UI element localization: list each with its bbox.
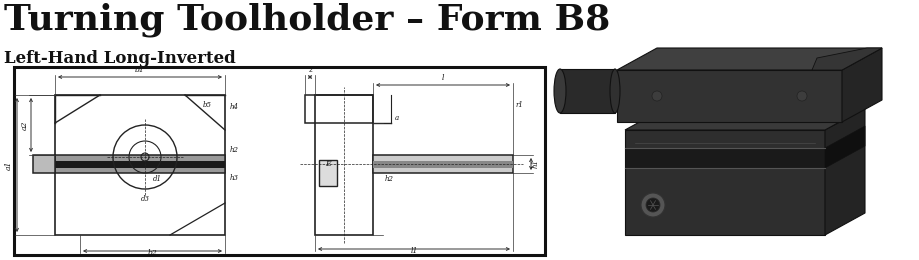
Bar [617,70,842,122]
Bar [560,0,919,260]
Ellipse shape [554,69,566,113]
Text: r1: r1 [515,101,523,109]
Text: l1: l1 [410,247,418,255]
Text: h2: h2 [230,146,239,154]
Text: a: a [395,114,399,122]
Text: Left-Hand Long-Inverted: Left-Hand Long-Inverted [4,50,236,67]
Text: z: z [308,66,312,74]
Polygon shape [617,48,882,70]
Text: a1: a1 [5,160,13,170]
Bar [373,155,513,173]
Text: a2: a2 [21,120,29,130]
Text: d3: d3 [141,195,150,203]
Text: d1: d1 [153,175,162,183]
Text: h1: h1 [532,159,540,168]
Bar [625,148,825,168]
Bar [625,130,825,235]
Polygon shape [825,108,865,235]
Polygon shape [842,48,882,122]
Circle shape [646,198,660,212]
Bar [55,155,225,173]
Text: b5: b5 [202,101,211,109]
Text: h2: h2 [385,175,394,183]
Circle shape [641,193,665,217]
Text: Turning Toolholder – Form B8: Turning Toolholder – Form B8 [4,2,610,36]
Polygon shape [812,48,882,70]
Text: l: l [442,74,444,82]
Circle shape [797,91,807,101]
Text: E: E [325,160,331,168]
Bar [55,95,225,235]
Ellipse shape [610,69,620,113]
Bar [14,67,545,255]
Circle shape [652,91,662,101]
Bar [373,161,513,168]
Bar [305,95,373,123]
Polygon shape [625,108,865,130]
Text: b1: b1 [135,66,145,74]
Bar [33,155,55,173]
Text: b2: b2 [148,249,157,257]
Bar [55,155,225,173]
Bar [560,69,615,113]
Bar [319,160,337,186]
Text: h3: h3 [230,174,239,182]
Polygon shape [825,126,865,168]
Bar [315,95,373,235]
Bar [55,161,225,168]
Text: h4: h4 [230,103,239,111]
